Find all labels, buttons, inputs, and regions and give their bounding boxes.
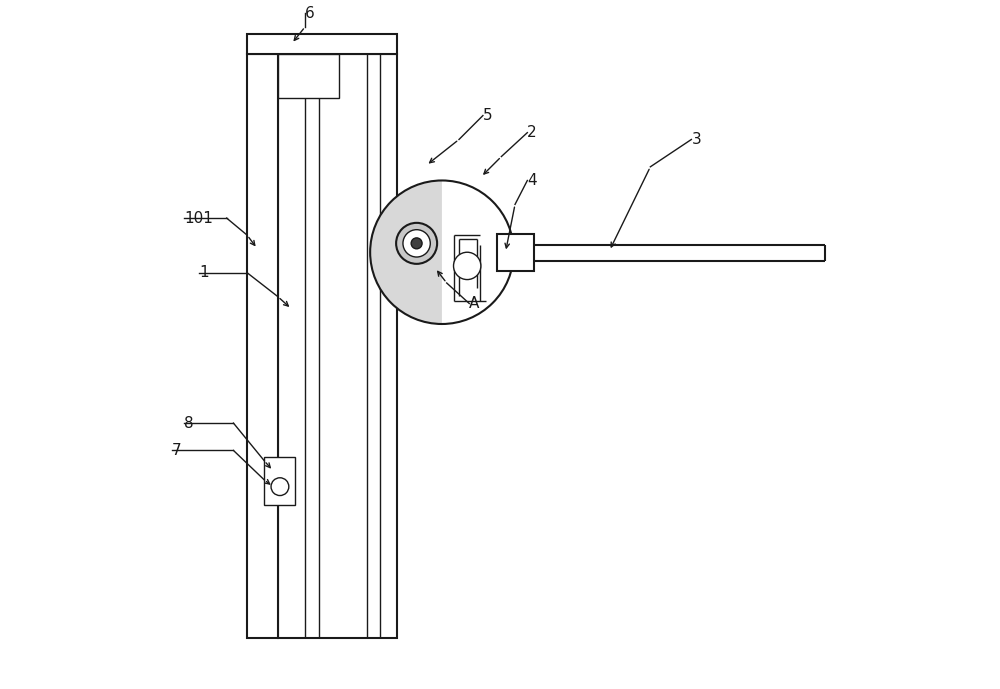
Text: 3: 3 (691, 132, 701, 147)
Circle shape (454, 252, 481, 280)
Bar (278, 54, 397, 639)
Bar (247, 34, 397, 54)
Text: 8: 8 (184, 415, 194, 431)
Bar (247, 54, 278, 639)
Text: A: A (469, 296, 480, 311)
Circle shape (271, 477, 289, 495)
Text: 2: 2 (527, 125, 537, 140)
Text: 1: 1 (199, 265, 209, 280)
Bar (497, 234, 534, 271)
Bar (278, 54, 339, 99)
Circle shape (396, 223, 437, 264)
Wedge shape (370, 181, 442, 324)
Bar (264, 457, 295, 505)
Text: 6: 6 (305, 6, 315, 21)
Circle shape (411, 238, 422, 249)
Text: 7: 7 (172, 443, 182, 458)
Text: 5: 5 (483, 108, 493, 123)
Circle shape (403, 229, 430, 257)
Text: 4: 4 (527, 173, 537, 188)
Text: 101: 101 (184, 211, 213, 225)
